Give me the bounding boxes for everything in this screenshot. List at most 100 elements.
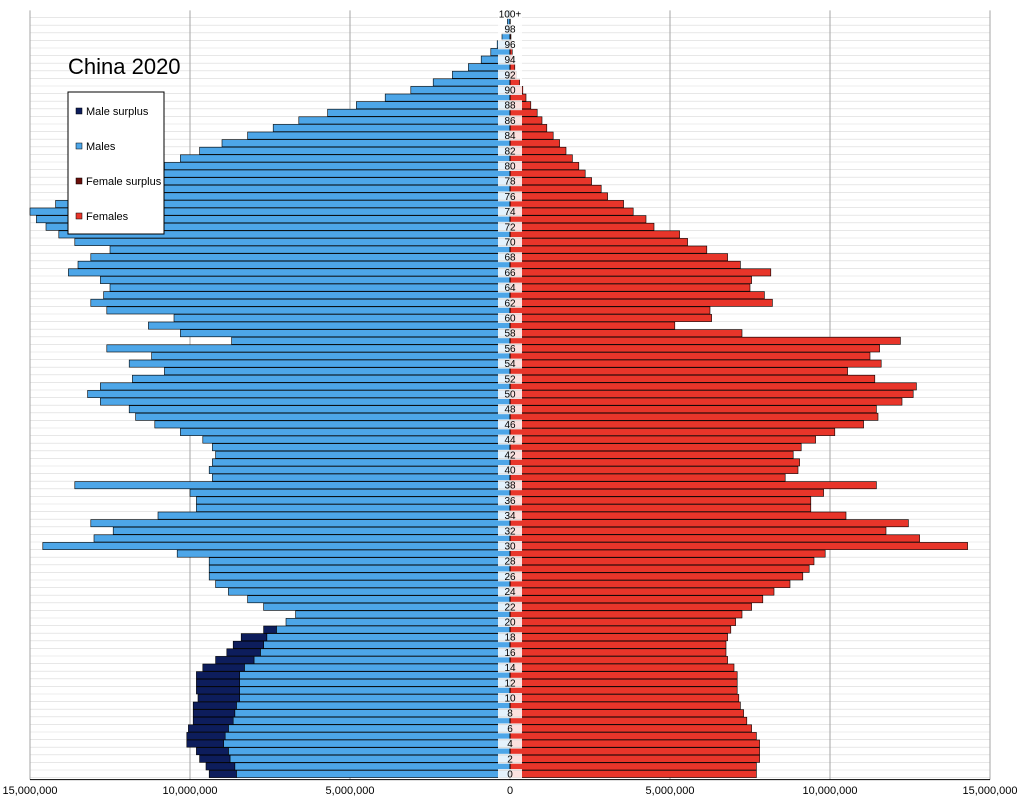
age-label-background bbox=[498, 617, 522, 627]
age-tick-label: 96 bbox=[504, 40, 516, 51]
male-bar bbox=[103, 291, 511, 300]
female-bar bbox=[509, 633, 728, 642]
male-bar bbox=[234, 762, 511, 771]
legend-label: Female surplus bbox=[86, 176, 162, 188]
age-label-background bbox=[498, 313, 522, 323]
female-bar bbox=[509, 253, 728, 262]
male-bar bbox=[135, 412, 511, 421]
age-label-background bbox=[498, 69, 522, 80]
female-bar bbox=[509, 222, 655, 231]
age-label-background bbox=[498, 708, 522, 719]
age-label-background bbox=[498, 24, 522, 35]
age-label-background bbox=[498, 586, 522, 597]
female-bar bbox=[509, 443, 802, 452]
age-tick-label: 20 bbox=[504, 618, 516, 629]
male-bar bbox=[189, 488, 511, 497]
age-label-background bbox=[498, 434, 522, 445]
age-label-background bbox=[498, 419, 522, 430]
male-bar bbox=[384, 93, 511, 102]
age-label-background bbox=[498, 556, 522, 567]
age-label-background bbox=[498, 54, 522, 65]
male-bar bbox=[295, 610, 511, 619]
age-tick-label: 18 bbox=[504, 633, 516, 644]
male-bar bbox=[212, 473, 511, 482]
female-bar bbox=[509, 359, 882, 368]
age-tick-label: 68 bbox=[504, 253, 516, 264]
x-tick-label: 5,000,000 bbox=[646, 785, 695, 797]
male-surplus-bar bbox=[215, 656, 255, 664]
age-tick-label: 74 bbox=[504, 207, 516, 218]
age-label-background bbox=[498, 9, 522, 19]
female-bar bbox=[509, 625, 732, 634]
male-surplus-bar bbox=[196, 686, 240, 695]
male-surplus-bar bbox=[240, 633, 268, 642]
age-label-background bbox=[498, 130, 522, 141]
age-label-background bbox=[498, 85, 522, 95]
male-bar bbox=[229, 754, 511, 763]
age-tick-label: 50 bbox=[504, 390, 516, 401]
x-tick-label: 0 bbox=[507, 785, 513, 797]
male-surplus-bar bbox=[192, 701, 237, 710]
age-label-background bbox=[498, 145, 522, 156]
male-bar bbox=[68, 268, 511, 277]
legend-label: Females bbox=[86, 211, 129, 223]
age-tick-label: 92 bbox=[504, 70, 516, 81]
male-bar bbox=[180, 154, 511, 163]
age-label-background bbox=[498, 753, 522, 764]
male-bar bbox=[109, 245, 511, 254]
male-bar bbox=[298, 116, 511, 125]
age-label-background bbox=[498, 601, 522, 612]
age-label-background bbox=[498, 510, 522, 521]
male-bar bbox=[285, 618, 511, 626]
female-bar bbox=[509, 549, 826, 558]
age-label-background bbox=[498, 115, 522, 126]
female-bar bbox=[509, 405, 877, 414]
male-bar bbox=[208, 564, 511, 573]
female-bar bbox=[509, 215, 647, 224]
age-label-background bbox=[498, 267, 522, 278]
female-bar bbox=[509, 367, 848, 376]
male-bar bbox=[208, 466, 511, 474]
male-bar bbox=[327, 108, 511, 117]
male-surplus-bar bbox=[202, 663, 245, 672]
male-bar bbox=[234, 709, 511, 718]
male-bar bbox=[196, 504, 511, 512]
female-bar bbox=[509, 329, 743, 338]
male-surplus-bar bbox=[197, 694, 240, 702]
male-bar bbox=[247, 131, 511, 140]
age-tick-label: 66 bbox=[504, 268, 516, 279]
age-tick-label: 54 bbox=[504, 359, 516, 370]
age-tick-label: 64 bbox=[504, 283, 516, 294]
age-label-background bbox=[498, 647, 522, 658]
male-bar bbox=[236, 701, 511, 710]
female-bar bbox=[509, 572, 804, 581]
age-label-background bbox=[498, 328, 522, 339]
age-tick-label: 48 bbox=[504, 405, 516, 416]
age-label-background bbox=[498, 100, 522, 111]
age-tick-label: 16 bbox=[504, 648, 516, 659]
male-bar bbox=[239, 686, 511, 695]
legend-box bbox=[67, 91, 165, 235]
female-bar bbox=[509, 488, 824, 497]
male-bar bbox=[228, 747, 511, 756]
bars bbox=[29, 10, 968, 778]
age-tick-label: 32 bbox=[504, 526, 516, 537]
female-bar bbox=[509, 169, 586, 178]
male-bar bbox=[356, 101, 511, 110]
age-label-background bbox=[498, 769, 522, 779]
female-bar bbox=[509, 496, 812, 505]
female-bar bbox=[509, 724, 752, 733]
age-label-background bbox=[498, 571, 522, 582]
female-bar bbox=[509, 428, 836, 436]
age-label-background bbox=[498, 723, 522, 734]
male-bar bbox=[196, 496, 511, 505]
female-bar bbox=[509, 618, 736, 626]
male-bar bbox=[199, 146, 511, 155]
female-bar bbox=[509, 648, 727, 657]
age-tick-label: 0 bbox=[507, 770, 513, 781]
male-bar bbox=[125, 177, 511, 186]
male-bar bbox=[154, 420, 511, 429]
female-bar bbox=[509, 519, 909, 528]
male-bar bbox=[263, 640, 511, 649]
age-label-background bbox=[498, 693, 522, 703]
